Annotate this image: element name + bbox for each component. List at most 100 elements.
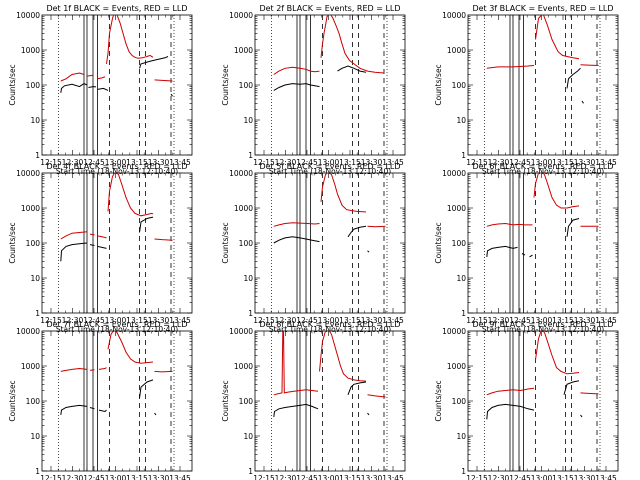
- y-tick-label: 100: [239, 239, 254, 248]
- y-tick-label: 1: [461, 151, 466, 160]
- series-red-line: [154, 79, 173, 82]
- series-red-line: [273, 66, 320, 75]
- series-red-line: [533, 173, 580, 209]
- x-tick-label: 13:15: [126, 316, 148, 325]
- detector-panel-6: Det 6f BLACK = Events, RED = LLD 1 10 100 10…: [434, 162, 619, 334]
- y-tick-label: 1: [35, 151, 40, 160]
- y-tick-label: 1: [248, 151, 253, 160]
- series-black-line: [566, 67, 581, 89]
- x-tick-label: 12:30: [488, 316, 510, 325]
- x-tick-label: 13:30: [148, 316, 170, 325]
- panel-title: Det 9f BLACK = Events, RED = LLD: [472, 320, 613, 329]
- x-tick-label: 13:45: [595, 474, 617, 480]
- series-black-line: [347, 381, 367, 395]
- series-red-line: [273, 222, 320, 227]
- detector-panel-5: Det 5f BLACK = Events, RED = LLD 1 10 100 10…: [221, 162, 406, 334]
- y-tick-label: 1: [35, 467, 40, 476]
- y-tick-label: 10000: [442, 327, 466, 336]
- series-red-line: [535, 15, 580, 60]
- plot-frame: [254, 330, 406, 472]
- x-tick-label: 13:30: [574, 474, 596, 480]
- y-tick-label: 1000: [447, 362, 466, 371]
- series-red-line: [319, 331, 367, 382]
- x-tick-label: 13:15: [126, 474, 148, 480]
- series-red-line: [486, 222, 533, 227]
- y-tick-label: 10000: [16, 327, 40, 336]
- y-tick-label: 10000: [16, 169, 40, 178]
- x-axis-label: Start Time (18-Nov-13 12:10:40): [269, 167, 391, 176]
- x-tick-label: 13:15: [339, 316, 361, 325]
- x-tick-label: 12:30: [62, 158, 84, 167]
- y-tick-label: 100: [26, 81, 41, 90]
- x-tick-label: 13:00: [318, 474, 340, 480]
- detector-panel-2: Det 2f BLACK = Events, RED = LLD 1 10 100 10…: [221, 4, 406, 176]
- x-tick-label: 12:30: [275, 158, 297, 167]
- y-tick-label: 1000: [234, 46, 253, 55]
- x-tick-label: 13:15: [339, 474, 361, 480]
- x-tick-label: 13:30: [574, 316, 596, 325]
- series-red-line: [580, 392, 599, 395]
- series-black-line: [486, 403, 535, 420]
- x-tick-label: 13:45: [382, 316, 404, 325]
- x-tick-label: 13:30: [574, 158, 596, 167]
- y-tick-label: 10000: [229, 11, 253, 20]
- series-black-line: [273, 403, 319, 418]
- series-red-line: [60, 231, 88, 240]
- series-red-line: [486, 387, 535, 396]
- y-tick-label: 1000: [21, 46, 40, 55]
- series-red-line: [154, 238, 173, 241]
- x-tick-label: 12:30: [275, 474, 297, 480]
- series-black-line: [580, 414, 583, 418]
- series-red-line: [367, 394, 386, 398]
- series-red-line: [486, 65, 535, 69]
- series-black-line: [60, 83, 88, 93]
- y-tick-label: 1000: [447, 46, 466, 55]
- plot-frame: [467, 14, 619, 156]
- x-tick-label: 12:45: [509, 158, 531, 167]
- x-tick-label: 13:30: [148, 474, 170, 480]
- x-tick-label: 12:15: [466, 474, 488, 480]
- series-red-line: [97, 76, 106, 80]
- x-tick-label: 12:45: [83, 474, 105, 480]
- series-black-line: [97, 87, 109, 91]
- panel-title: Det 5f BLACK = Events, RED = LLD: [259, 162, 400, 171]
- y-axis-label: Counts/sec: [221, 64, 230, 105]
- series-black-line: [337, 65, 367, 73]
- series-red-line: [320, 173, 367, 213]
- y-axis-label: Counts/sec: [434, 64, 443, 105]
- x-tick-label: 13:45: [595, 158, 617, 167]
- y-tick-label: 100: [452, 397, 467, 406]
- series-red-line: [89, 369, 95, 371]
- x-axis-label: Start Time (18-Nov-13 12:10:40): [56, 167, 178, 176]
- detector-panel-1: Det 1f BLACK = Events, RED = LLD 1 10 100 10…: [8, 4, 193, 176]
- x-tick-label: 13:00: [531, 474, 553, 480]
- y-tick-label: 1: [248, 309, 253, 318]
- x-tick-label: 12:30: [275, 316, 297, 325]
- x-tick-label: 12:15: [466, 158, 488, 167]
- y-tick-label: 1000: [21, 204, 40, 213]
- series-red-line: [273, 331, 319, 396]
- x-tick-label: 13:45: [169, 474, 191, 480]
- x-tick-label: 13:00: [531, 316, 553, 325]
- y-tick-label: 1: [35, 309, 40, 318]
- detector-panel-4: Det 4f BLACK = Events, RED = LLD 1 10 100 10…: [8, 162, 193, 334]
- panel-title: Det 2f BLACK = Events, RED = LLD: [259, 4, 400, 13]
- y-axis-label: Counts/sec: [8, 64, 17, 105]
- series-black-line: [367, 250, 370, 253]
- y-tick-label: 1000: [234, 204, 253, 213]
- x-tick-label: 12:45: [509, 316, 531, 325]
- y-axis-label: Counts/sec: [8, 222, 17, 263]
- y-tick-label: 10000: [229, 169, 253, 178]
- x-tick-label: 13:30: [361, 316, 383, 325]
- y-tick-label: 10: [30, 116, 40, 125]
- series-black-line: [89, 407, 95, 410]
- y-axis-label: Counts/sec: [434, 380, 443, 421]
- x-tick-label: 12:15: [40, 316, 62, 325]
- x-axis-label: Start Time (18-Nov-13 12:10:40): [56, 325, 178, 334]
- y-tick-label: 10: [243, 432, 253, 441]
- plot-frame: [254, 14, 406, 156]
- y-axis-label: Counts/sec: [8, 380, 17, 421]
- series-red-line: [535, 331, 580, 375]
- y-tick-label: 100: [26, 397, 41, 406]
